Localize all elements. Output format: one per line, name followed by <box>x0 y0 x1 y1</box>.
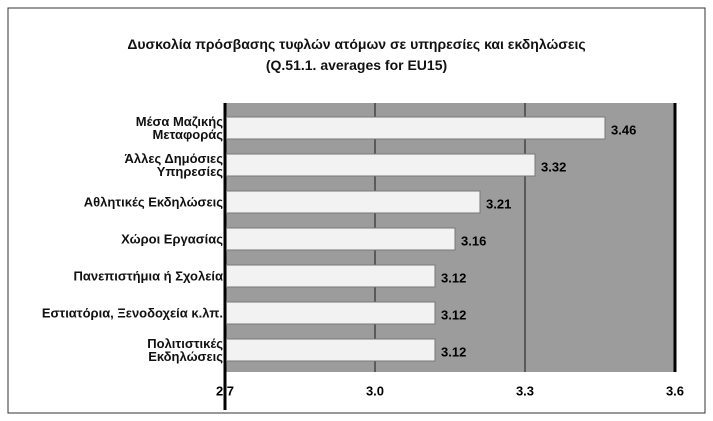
value-label: 3.21 <box>486 196 511 211</box>
value-label: 3.46 <box>611 122 636 137</box>
title: Δυσκολία πρόσβασης τυφλών ατόμων σε υπηρ… <box>127 36 586 52</box>
bar <box>226 190 481 214</box>
value-label: 3.32 <box>541 159 566 174</box>
value-label: 3.12 <box>441 307 466 322</box>
category-label: Πανεπιστήμια ή Σχολεία <box>73 268 223 284</box>
x-tick-label: 3.6 <box>666 383 684 398</box>
value-label: 3.16 <box>461 233 486 248</box>
bar <box>226 153 536 177</box>
x-tick-label: 3.0 <box>366 383 384 398</box>
x-tick-label: 3.3 <box>516 383 534 398</box>
category-label: Αθλητικές Εκδηλώσεις <box>83 194 223 210</box>
bar <box>226 116 606 140</box>
category-label: Εστιατόρια, Ξενοδοχεία κ.λπ. <box>41 305 223 321</box>
category-label: Μέσα Μαζικής Μεταφοράς <box>135 114 223 142</box>
bar <box>226 227 456 251</box>
subtitle: (Q.51.1. averages for EU15) <box>265 57 448 73</box>
bar <box>226 264 436 288</box>
category-label: Άλλες Δημόσιες Υπηρεσίες <box>124 151 223 179</box>
category-label: Πολιτιστικές Εκδηλώσεις <box>147 336 223 364</box>
bar <box>226 301 436 325</box>
value-label: 3.12 <box>441 344 466 359</box>
value-label: 3.12 <box>441 270 466 285</box>
category-label: Χώροι Εργασίας <box>121 231 223 247</box>
x-tick-label: 2.7 <box>216 383 234 398</box>
bar <box>226 338 436 362</box>
chart-title: Δυσκολία πρόσβασης τυφλών ατόμων σε υπηρ… <box>0 34 713 76</box>
